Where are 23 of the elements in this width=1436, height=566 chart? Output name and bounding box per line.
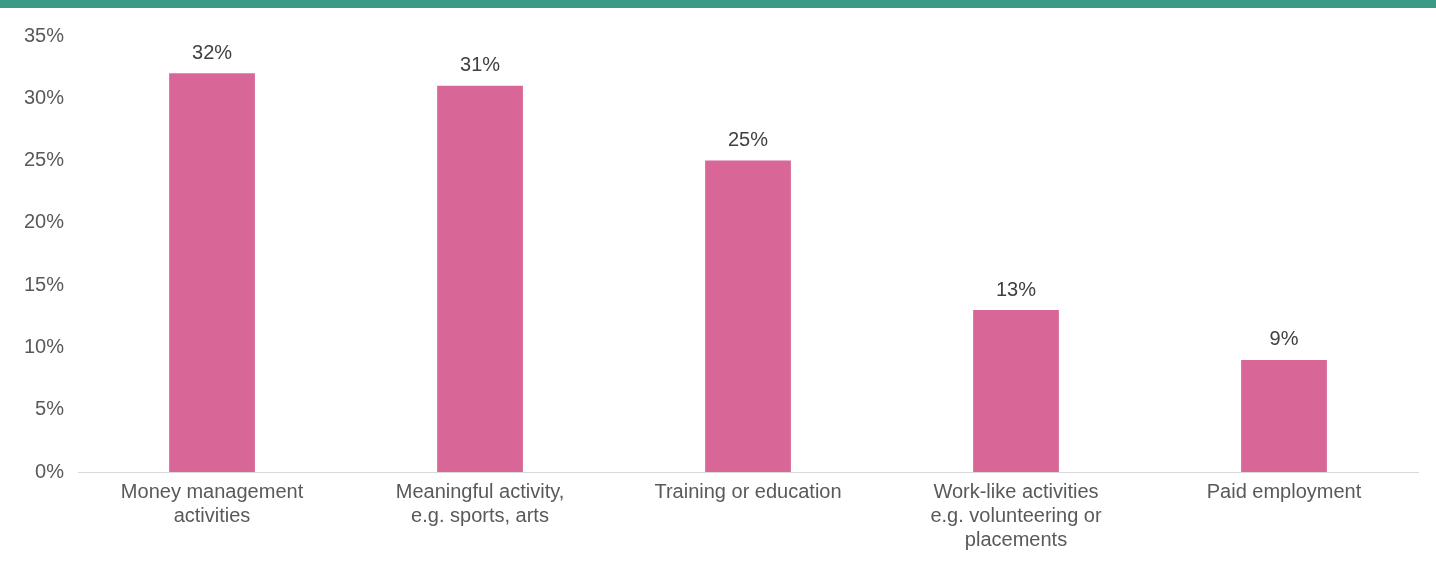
bar xyxy=(1241,359,1327,472)
y-tick-label: 10% xyxy=(24,334,65,357)
bar xyxy=(169,73,255,472)
x-tick-label: Training or education xyxy=(654,479,842,502)
y-tick-label: 0% xyxy=(35,459,65,482)
data-label: 13% xyxy=(995,277,1037,300)
data-label: 31% xyxy=(460,53,501,76)
y-tick-label: 15% xyxy=(24,272,65,295)
y-tick-label: 5% xyxy=(35,397,65,420)
y-tick-label: 35% xyxy=(24,23,65,46)
x-tick-label: Meaningful activity, e.g. sports, arts xyxy=(395,479,565,526)
x-tick-label: Paid employment xyxy=(1206,479,1362,502)
data-label: 25% xyxy=(728,128,769,151)
x-tick-label: Work-like activities e.g. volunteering or placements xyxy=(930,479,1102,550)
data-label: 32% xyxy=(192,40,233,63)
x-tick-label: Money management activities xyxy=(120,479,304,526)
y-tick-label: 20% xyxy=(24,210,65,233)
y-tick-label: 25% xyxy=(24,148,65,171)
bar xyxy=(437,85,523,472)
bar xyxy=(705,160,791,472)
bar xyxy=(973,310,1059,472)
data-label: 9% xyxy=(1269,327,1299,350)
y-tick-label: 30% xyxy=(24,85,65,108)
